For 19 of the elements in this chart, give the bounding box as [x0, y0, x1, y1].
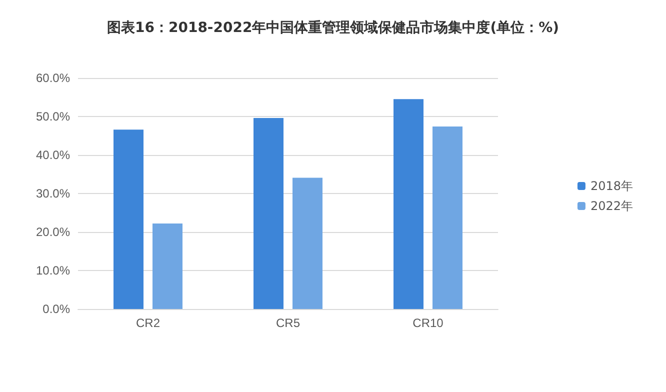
chart-title: 图表16：2018-2022年中国体重管理领域保健品市场集中度(单位：%)	[106, 19, 560, 36]
y-tick-label: 10.0%	[36, 264, 70, 278]
bar	[292, 178, 322, 309]
y-tick-label: 60.0%	[36, 71, 70, 85]
bar	[394, 99, 424, 309]
y-tick-label: 0.0%	[42, 302, 70, 316]
bar	[254, 118, 284, 309]
y-tick-label: 40.0%	[36, 148, 70, 162]
bar	[114, 130, 144, 309]
legend-label: 2022年	[590, 199, 634, 213]
x-tick-label: CR10	[412, 316, 444, 330]
bar	[432, 126, 462, 309]
x-tick-label: CR2	[136, 316, 160, 330]
x-tick-label: CR5	[276, 316, 300, 330]
y-tick-label: 30.0%	[36, 186, 70, 200]
legend-label: 2018年	[590, 179, 634, 193]
bar	[152, 224, 182, 309]
y-tick-label: 50.0%	[36, 110, 70, 124]
y-tick-label: 20.0%	[36, 225, 70, 239]
